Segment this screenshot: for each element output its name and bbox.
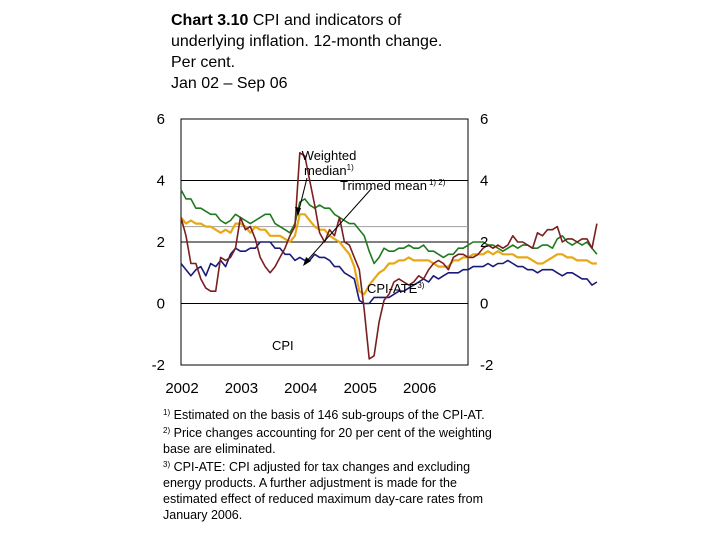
trimmed-mean-label: Trimmed mean 1) 2) [340, 178, 446, 193]
footnote-3: 3) CPI-ATE: CPI adjusted for tax changes… [163, 457, 493, 523]
footnote-3-mark: 3) [163, 460, 171, 469]
footnote-3-text: CPI-ATE: CPI adjusted for tax changes an… [163, 460, 484, 522]
trimmed-mean-line [180, 213, 597, 296]
y-tick-label-right: 4 [480, 173, 488, 190]
cpi-ate-line [180, 241, 598, 305]
footnote-1-text: Estimated on the basis of 146 sub-groups… [173, 408, 485, 422]
axis-ticks: -2 -2 0 0 2 2 4 4 6 6 2002 2003 2004 2005 2006 [152, 111, 494, 397]
x-tick-label: 2006 [403, 380, 436, 397]
trimmed-mean-pointer [304, 187, 373, 264]
footnotes: 1) Estimated on the basis of 146 sub-gro… [163, 405, 493, 523]
chart-number: Chart 3.10 [171, 12, 249, 29]
weighted-median-arrowhead [295, 207, 301, 216]
trimmed-mean-label-sup: 1) 2) [429, 178, 446, 187]
trimmed-mean-arrowhead [303, 257, 311, 266]
weighted-label-text: median [304, 163, 347, 178]
y-tick-label-left: 2 [157, 234, 165, 251]
title-line-1: CPI and indicators of [248, 12, 402, 29]
y-tick-label-left: 0 [157, 296, 165, 313]
title-line-2: underlying inflation. 12-month change. [171, 33, 443, 50]
x-tick-label: 2004 [284, 380, 317, 397]
cpi-chart: -2 -2 0 0 2 2 4 4 6 6 2002 2003 2004 2005 2006 Weighte… [152, 111, 598, 397]
cpi-ate-label-text: CPI-ATE [367, 281, 418, 296]
y-tick-label-left: 6 [157, 111, 165, 128]
y-tick-label-right: 6 [480, 111, 488, 128]
y-tick-label-right: 2 [480, 234, 488, 251]
footnote-1-mark: 1) [163, 408, 171, 417]
cpi-label: CPI [272, 338, 294, 353]
y-tick-label-right: 0 [480, 296, 488, 313]
y-tick-label-right: -2 [480, 357, 493, 374]
x-tick-label: 2005 [344, 380, 377, 397]
title-line-4: Jan 02 – Sep 06 [171, 75, 288, 92]
y-tick-label-left: -2 [152, 357, 165, 374]
weighted-label-sup: 1) [347, 163, 354, 172]
weighted-label-line1: Weighted [302, 148, 357, 163]
title-line-3: Per cent. [171, 54, 236, 71]
footnote-2-mark: 2) [163, 426, 171, 435]
cpi-ate-label-sup: 3) [417, 281, 424, 290]
chart-title: Chart 3.10 CPI and indicators of underly… [171, 10, 501, 94]
footnote-1: 1) Estimated on the basis of 146 sub-gro… [163, 405, 493, 423]
trimmed-mean-label-text: Trimmed mean [340, 178, 427, 193]
weighted-label-line2: median1) [304, 163, 354, 178]
cpi-line [180, 152, 598, 360]
footnote-2: 2) Price changes accounting for 20 per c… [163, 423, 493, 457]
footnote-2-text: Price changes accounting for 20 per cent… [163, 426, 492, 456]
x-tick-label: 2002 [165, 380, 198, 397]
series-layer [180, 152, 598, 360]
cpi-ate-label: CPI-ATE3) [367, 281, 425, 296]
x-tick-label: 2003 [225, 380, 258, 397]
y-tick-label-left: 4 [157, 173, 165, 190]
